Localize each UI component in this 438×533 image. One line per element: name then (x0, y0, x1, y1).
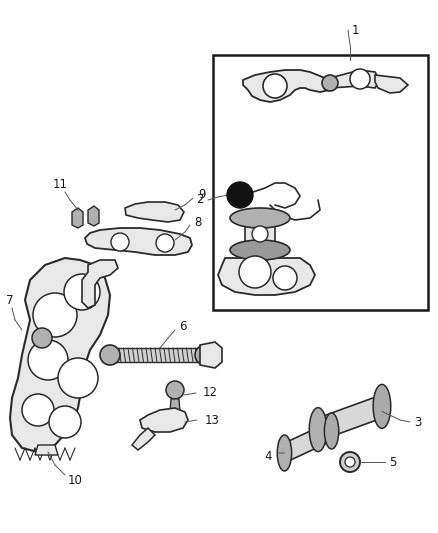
Ellipse shape (58, 358, 98, 398)
Polygon shape (218, 258, 315, 295)
Polygon shape (375, 75, 408, 93)
Ellipse shape (325, 413, 339, 449)
Text: 8: 8 (194, 215, 201, 229)
Ellipse shape (322, 75, 338, 91)
Polygon shape (82, 260, 118, 308)
Ellipse shape (195, 345, 215, 365)
Text: 6: 6 (179, 319, 187, 333)
Polygon shape (85, 228, 192, 255)
Polygon shape (110, 348, 205, 362)
Polygon shape (132, 428, 155, 450)
Ellipse shape (100, 345, 120, 365)
Ellipse shape (263, 74, 287, 98)
Text: 2: 2 (196, 193, 204, 206)
Ellipse shape (64, 274, 100, 310)
Ellipse shape (350, 69, 370, 89)
Ellipse shape (166, 381, 184, 399)
Polygon shape (330, 70, 380, 88)
Text: 7: 7 (6, 294, 14, 306)
Polygon shape (245, 218, 275, 250)
Ellipse shape (33, 293, 77, 337)
Polygon shape (35, 445, 58, 455)
Ellipse shape (340, 452, 360, 472)
Ellipse shape (22, 394, 54, 426)
Text: 11: 11 (53, 179, 67, 191)
Text: 3: 3 (414, 416, 422, 429)
Text: 1: 1 (351, 23, 359, 36)
Polygon shape (213, 55, 428, 310)
Text: 13: 13 (205, 414, 219, 426)
Ellipse shape (156, 234, 174, 252)
Ellipse shape (49, 406, 81, 438)
Polygon shape (140, 408, 188, 432)
Text: 4: 4 (264, 449, 272, 463)
Ellipse shape (227, 182, 253, 208)
Polygon shape (72, 208, 83, 228)
Polygon shape (88, 206, 99, 226)
Ellipse shape (273, 266, 297, 290)
Polygon shape (314, 396, 386, 440)
Ellipse shape (32, 328, 52, 348)
Polygon shape (281, 423, 336, 461)
Ellipse shape (28, 340, 68, 380)
Text: 10: 10 (67, 473, 82, 487)
Ellipse shape (345, 457, 355, 467)
Text: 5: 5 (389, 456, 397, 469)
Text: 12: 12 (202, 386, 218, 400)
Ellipse shape (373, 384, 391, 429)
Polygon shape (243, 70, 335, 102)
Polygon shape (10, 258, 110, 452)
Ellipse shape (277, 435, 292, 471)
Polygon shape (170, 399, 180, 412)
Ellipse shape (111, 233, 129, 251)
Ellipse shape (230, 240, 290, 260)
Ellipse shape (252, 226, 268, 242)
Ellipse shape (309, 408, 327, 451)
Ellipse shape (230, 208, 290, 228)
Polygon shape (125, 202, 184, 222)
Polygon shape (200, 342, 222, 368)
Polygon shape (255, 250, 268, 260)
Ellipse shape (239, 256, 271, 288)
Text: 9: 9 (198, 189, 206, 201)
